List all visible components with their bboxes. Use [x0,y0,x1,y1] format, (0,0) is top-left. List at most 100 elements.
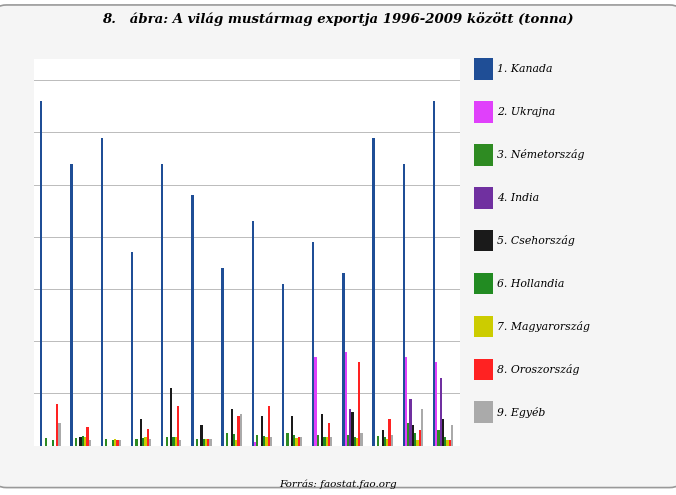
Text: 2. Ukrajna: 2. Ukrajna [497,107,555,117]
Bar [446,440,449,446]
Bar [347,435,349,446]
Bar [474,358,493,380]
Bar [418,430,420,446]
Bar [239,414,242,446]
Bar [474,101,493,123]
Bar [293,435,295,446]
Text: 7. Magyarország: 7. Magyarország [497,321,589,332]
Bar [474,273,493,295]
Text: 8. Oroszország: 8. Oroszország [497,364,579,375]
Bar [291,416,293,446]
Bar [203,439,205,446]
Bar [381,430,384,446]
Bar [323,437,326,446]
Text: 5. Csehország: 5. Csehország [497,235,575,246]
Bar [200,425,203,446]
Bar [210,439,212,446]
Bar [354,437,356,446]
Bar [433,101,435,446]
Bar [328,423,330,446]
Bar [116,440,119,446]
Bar [56,404,58,446]
Bar [420,409,423,446]
Bar [237,416,239,446]
Bar [131,252,133,446]
Bar [254,443,256,446]
Bar [207,439,210,446]
Bar [403,164,405,446]
Bar [233,434,235,446]
Bar [179,440,181,446]
Bar [196,439,198,446]
Bar [442,419,444,446]
Text: 8.   ábra: A világ mustármag exportja 1996-2009 között (tonna): 8. ábra: A világ mustármag exportja 1996… [102,12,574,26]
Bar [295,438,297,446]
Bar [474,230,493,251]
Bar [358,362,360,446]
Bar [170,388,172,446]
Bar [439,378,442,446]
Text: Forrás: faostat.fao.org: Forrás: faostat.fao.org [279,480,397,489]
Bar [222,268,224,446]
Bar [377,436,379,446]
Bar [330,437,333,446]
Bar [45,438,47,446]
Bar [263,436,265,446]
Bar [372,138,375,446]
Bar [282,284,284,446]
Bar [314,357,316,446]
Bar [191,195,193,446]
Bar [149,439,151,446]
Text: 9. Egyéb: 9. Egyéb [497,407,545,418]
Bar [451,425,454,446]
Bar [231,409,233,446]
Bar [270,437,272,446]
Text: 6. Hollandia: 6. Hollandia [497,279,564,289]
Bar [326,437,328,446]
Bar [51,440,54,446]
Bar [360,433,362,446]
Bar [112,440,114,446]
Bar [345,351,347,446]
Bar [161,164,164,446]
FancyBboxPatch shape [0,5,676,488]
Bar [119,440,121,446]
Bar [166,437,168,446]
Bar [412,425,414,446]
Bar [140,419,142,446]
Bar [474,144,493,166]
Bar [87,427,89,446]
Bar [352,412,354,446]
Bar [114,439,116,446]
Bar [312,242,314,446]
Bar [70,164,73,446]
Bar [261,416,263,446]
Bar [316,435,319,446]
Bar [342,273,345,446]
Bar [135,439,138,446]
Bar [437,430,439,446]
Bar [147,429,149,446]
Bar [300,437,302,446]
Bar [416,440,418,446]
Bar [89,440,91,446]
Text: 1. Kanada: 1. Kanada [497,64,552,74]
Bar [82,436,84,446]
Bar [349,409,352,446]
Bar [435,362,437,446]
Bar [268,406,270,446]
Bar [251,221,254,446]
Bar [101,138,103,446]
Bar [75,438,77,446]
Bar [405,357,407,446]
Bar [391,435,393,446]
Text: 4. India: 4. India [497,193,539,203]
Bar [410,398,412,446]
Bar [388,419,391,446]
Bar [321,414,323,446]
Bar [256,435,258,446]
Bar [172,437,174,446]
Bar [356,438,358,446]
Bar [235,440,237,446]
Bar [407,423,410,446]
